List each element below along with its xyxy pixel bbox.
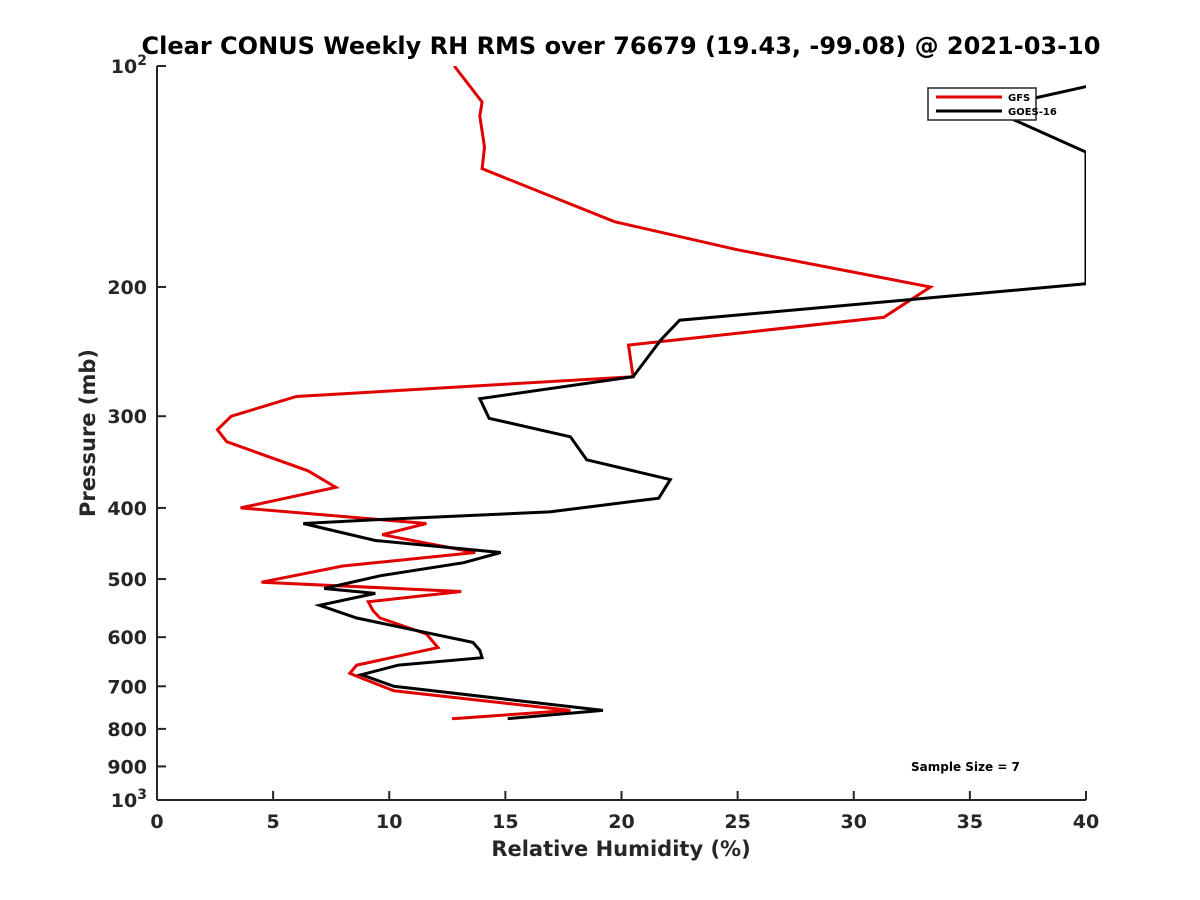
legend-label-goes16: GOES-16 xyxy=(1008,107,1057,118)
y-axis-label: Pressure (mb) xyxy=(76,349,100,517)
x-tick-label: 30 xyxy=(841,811,867,833)
y-tick-label: 103 xyxy=(111,787,147,812)
series-layer xyxy=(215,66,1086,721)
legend-label-gfs: GFS xyxy=(1008,93,1030,104)
x-tick-label: 5 xyxy=(267,811,280,833)
y-tick-exponent: 3 xyxy=(137,787,147,803)
y-tick-label: 800 xyxy=(107,719,147,741)
y-tick-label: 500 xyxy=(107,569,147,591)
x-tick-label: 15 xyxy=(492,811,518,833)
axes xyxy=(156,66,1086,801)
y-tick-base: 10 xyxy=(111,56,137,78)
legend: GFS GOES-16 xyxy=(927,87,1057,121)
x-tick-label: 40 xyxy=(1073,811,1099,833)
legend-box xyxy=(927,87,1037,121)
x-tick-label: 10 xyxy=(376,811,402,833)
series-line-gfs xyxy=(215,66,935,721)
y-tick-label: 700 xyxy=(107,676,147,698)
x-tick-label: 25 xyxy=(724,811,750,833)
y-tick-label: 400 xyxy=(107,498,147,520)
sample-size-annotation: Sample Size = 7 xyxy=(911,760,1020,774)
series-line-goes16 xyxy=(302,85,1086,721)
y-tick-label: 102 xyxy=(111,53,147,78)
y-tick-label: 900 xyxy=(107,756,147,778)
y-tick-label: 300 xyxy=(107,406,147,428)
y-tick-label: 200 xyxy=(107,277,147,299)
chart-title: Clear CONUS Weekly RH RMS over 76679 (19… xyxy=(142,32,1101,60)
y-tick-base: 10 xyxy=(111,790,137,812)
x-ticks: 0 5 10 15 20 25 30 35 40 xyxy=(150,791,1099,833)
x-tick-label: 0 xyxy=(150,811,163,833)
y-tick-exponent: 2 xyxy=(137,53,147,69)
x-axis-label: Relative Humidity (%) xyxy=(491,837,750,861)
x-tick-label: 20 xyxy=(608,811,634,833)
x-tick-label: 35 xyxy=(957,811,983,833)
y-tick-label: 600 xyxy=(107,627,147,649)
